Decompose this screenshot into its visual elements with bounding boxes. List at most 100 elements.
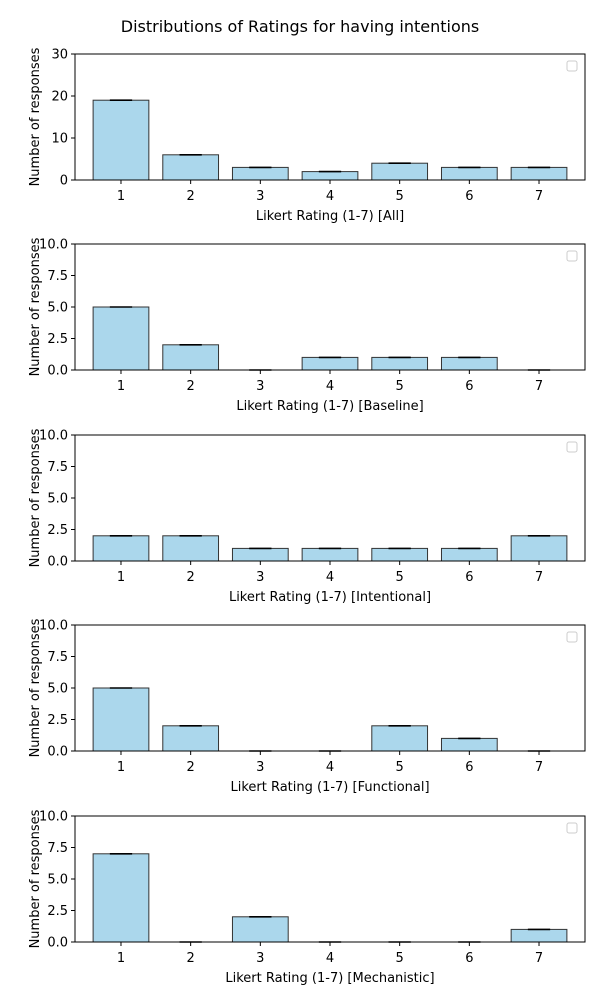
subplot-1: 1 2 3 4 5 6 7 0 10 20 30 Likert Rating (1-7) [All] N… xyxy=(28,47,586,224)
y-tick-label: 30 xyxy=(51,48,68,63)
y-tick-label: 20 xyxy=(51,90,68,105)
bar xyxy=(440,356,498,371)
subplot-2: 1 2 3 4 5 6 7 0.0 2.5 5.0 7.5 10.0 Likert Rating (1-… xyxy=(28,237,586,414)
axes-frame xyxy=(74,815,586,943)
x-tick-label: 2 xyxy=(187,570,195,585)
y-tick-label: 7.5 xyxy=(47,269,68,284)
bar xyxy=(301,171,359,181)
y-tick-label: 2.5 xyxy=(47,332,68,347)
x-tick-label: 2 xyxy=(187,189,195,204)
y-tick-label: 7.5 xyxy=(47,650,68,665)
x-axis-label: Likert Rating (1-7) [Baseline] xyxy=(236,399,423,414)
x-tick-label: 2 xyxy=(187,951,195,966)
bar xyxy=(92,853,150,943)
x-tick-label: 7 xyxy=(535,760,543,775)
y-tick-label: 0 xyxy=(60,174,68,189)
x-tick-label: 1 xyxy=(117,189,125,204)
x-tick-label: 5 xyxy=(396,760,404,775)
legend-box xyxy=(566,60,578,72)
x-axis-label: Likert Rating (1-7) [Mechanistic] xyxy=(225,971,434,986)
x-tick-label: 1 xyxy=(117,951,125,966)
bar xyxy=(162,344,220,371)
y-tick-label: 10.0 xyxy=(39,619,68,634)
bar xyxy=(371,725,429,752)
y-tick-label: 10 xyxy=(51,132,68,147)
axes-frame xyxy=(74,624,586,752)
y-axis-label: Number of responses xyxy=(28,47,43,186)
x-axis-label: Likert Rating (1-7) [Intentional] xyxy=(229,590,431,605)
axes-frame xyxy=(74,53,586,181)
y-tick-label: 0.0 xyxy=(47,936,68,951)
subplot-4: 1 2 3 4 5 6 7 0.0 2.5 5.0 7.5 10.0 Likert Rating (1-… xyxy=(28,618,586,795)
y-tick-label: 0.0 xyxy=(47,364,68,379)
x-tick-label: 2 xyxy=(187,379,195,394)
y-tick-label: 5.0 xyxy=(47,301,68,316)
x-tick-label: 4 xyxy=(326,189,334,204)
x-tick-label: 3 xyxy=(256,760,264,775)
y-tick-label: 2.5 xyxy=(47,904,68,919)
bar xyxy=(440,166,498,181)
y-axis-label: Number of responses xyxy=(28,809,43,948)
x-tick-label: 6 xyxy=(465,951,473,966)
axes-frame xyxy=(74,434,586,562)
y-tick-label: 5.0 xyxy=(47,873,68,888)
bar xyxy=(510,535,568,562)
x-tick-label: 6 xyxy=(465,760,473,775)
x-tick-label: 5 xyxy=(396,189,404,204)
bar xyxy=(301,547,359,562)
bar xyxy=(162,725,220,752)
bar xyxy=(510,166,568,181)
bar xyxy=(231,916,289,943)
bar xyxy=(510,928,568,943)
y-tick-label: 0.0 xyxy=(47,745,68,760)
x-tick-label: 4 xyxy=(326,379,334,394)
y-tick-label: 0.0 xyxy=(47,555,68,570)
legend-box xyxy=(566,441,578,453)
subplot-5: 1 2 3 4 5 6 7 0.0 2.5 5.0 7.5 10.0 Likert Rating (1-… xyxy=(28,809,586,986)
x-tick-label: 1 xyxy=(117,379,125,394)
x-tick-label: 6 xyxy=(465,189,473,204)
x-tick-label: 3 xyxy=(256,951,264,966)
bar xyxy=(92,99,150,181)
x-tick-label: 5 xyxy=(396,379,404,394)
x-tick-label: 2 xyxy=(187,760,195,775)
y-tick-label: 10.0 xyxy=(39,810,68,825)
x-axis-label: Likert Rating (1-7) [Functional] xyxy=(230,780,429,795)
bar xyxy=(371,162,429,181)
bar xyxy=(371,547,429,562)
bar xyxy=(92,535,150,562)
y-tick-label: 5.0 xyxy=(47,682,68,697)
bar xyxy=(162,535,220,562)
x-tick-label: 7 xyxy=(535,379,543,394)
bar xyxy=(231,166,289,181)
y-tick-label: 7.5 xyxy=(47,841,68,856)
bar xyxy=(92,306,150,371)
y-tick-label: 2.5 xyxy=(47,713,68,728)
x-tick-label: 6 xyxy=(465,570,473,585)
y-axis-label: Number of responses xyxy=(28,618,43,757)
bar xyxy=(231,547,289,562)
x-tick-label: 1 xyxy=(117,570,125,585)
x-tick-label: 3 xyxy=(256,189,264,204)
x-tick-label: 4 xyxy=(326,570,334,585)
x-tick-label: 5 xyxy=(396,951,404,966)
bar xyxy=(92,687,150,752)
y-tick-label: 2.5 xyxy=(47,523,68,538)
bar xyxy=(162,154,220,181)
x-tick-label: 7 xyxy=(535,951,543,966)
bar xyxy=(440,737,498,752)
x-tick-label: 7 xyxy=(535,189,543,204)
figure-title: Distributions of Ratings for having inte… xyxy=(120,17,480,36)
x-tick-label: 4 xyxy=(326,760,334,775)
x-tick-label: 6 xyxy=(465,379,473,394)
y-tick-label: 10.0 xyxy=(39,238,68,253)
x-tick-label: 4 xyxy=(326,951,334,966)
y-tick-label: 10.0 xyxy=(39,429,68,444)
y-axis-label: Number of responses xyxy=(28,237,43,376)
bar xyxy=(440,547,498,562)
x-tick-label: 7 xyxy=(535,570,543,585)
x-tick-label: 5 xyxy=(396,570,404,585)
y-axis-label: Number of responses xyxy=(28,428,43,567)
x-tick-label: 3 xyxy=(256,570,264,585)
y-tick-label: 7.5 xyxy=(47,460,68,475)
